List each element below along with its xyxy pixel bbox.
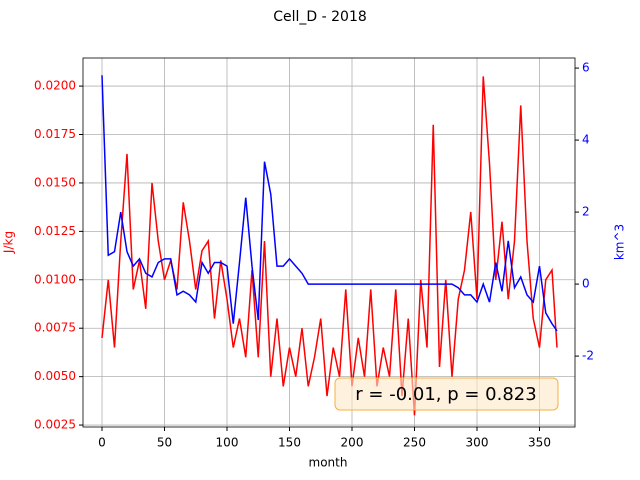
- y2-tick-label: 0: [582, 277, 590, 291]
- y-axis-label: J/kg: [2, 231, 16, 254]
- y2-axis-label: km^3: [613, 224, 627, 260]
- y-tick-label: 0.0025: [34, 418, 76, 432]
- y-tick-label: 0.0200: [34, 79, 76, 93]
- y2-tick-label: 4: [582, 133, 590, 147]
- y-tick-label: 0.0100: [34, 272, 76, 286]
- y-tick-label: 0.0175: [34, 127, 76, 141]
- x-tick-label: 150: [278, 436, 301, 450]
- y2-tick-label: 6: [582, 61, 590, 75]
- annotation: r = -0.01, p = 0.823: [355, 384, 536, 405]
- x-tick-label: 0: [98, 436, 106, 450]
- y-tick-label: 0.0075: [34, 321, 76, 335]
- x-tick-label: 200: [341, 436, 364, 450]
- axes-frame: [82, 57, 576, 428]
- series-line: [101, 75, 558, 332]
- series-line: [101, 76, 558, 416]
- x-tick-label: 250: [403, 436, 426, 450]
- x-tick-label: 350: [528, 436, 551, 450]
- y2-tick-label: -2: [582, 349, 594, 363]
- annotation-box: [334, 377, 559, 411]
- chart-title: Cell_D - 2018: [273, 9, 367, 25]
- y-tick-label: 0.0050: [34, 369, 76, 383]
- y-tick-label: 0.0150: [34, 175, 76, 189]
- y2-tick-label: 2: [582, 205, 590, 219]
- x-tick-label: 50: [157, 436, 172, 450]
- x-tick-label: 100: [216, 436, 239, 450]
- x-tick-label: 300: [466, 436, 489, 450]
- y-tick-label: 0.0125: [34, 224, 76, 238]
- x-axis-label: month: [309, 456, 348, 470]
